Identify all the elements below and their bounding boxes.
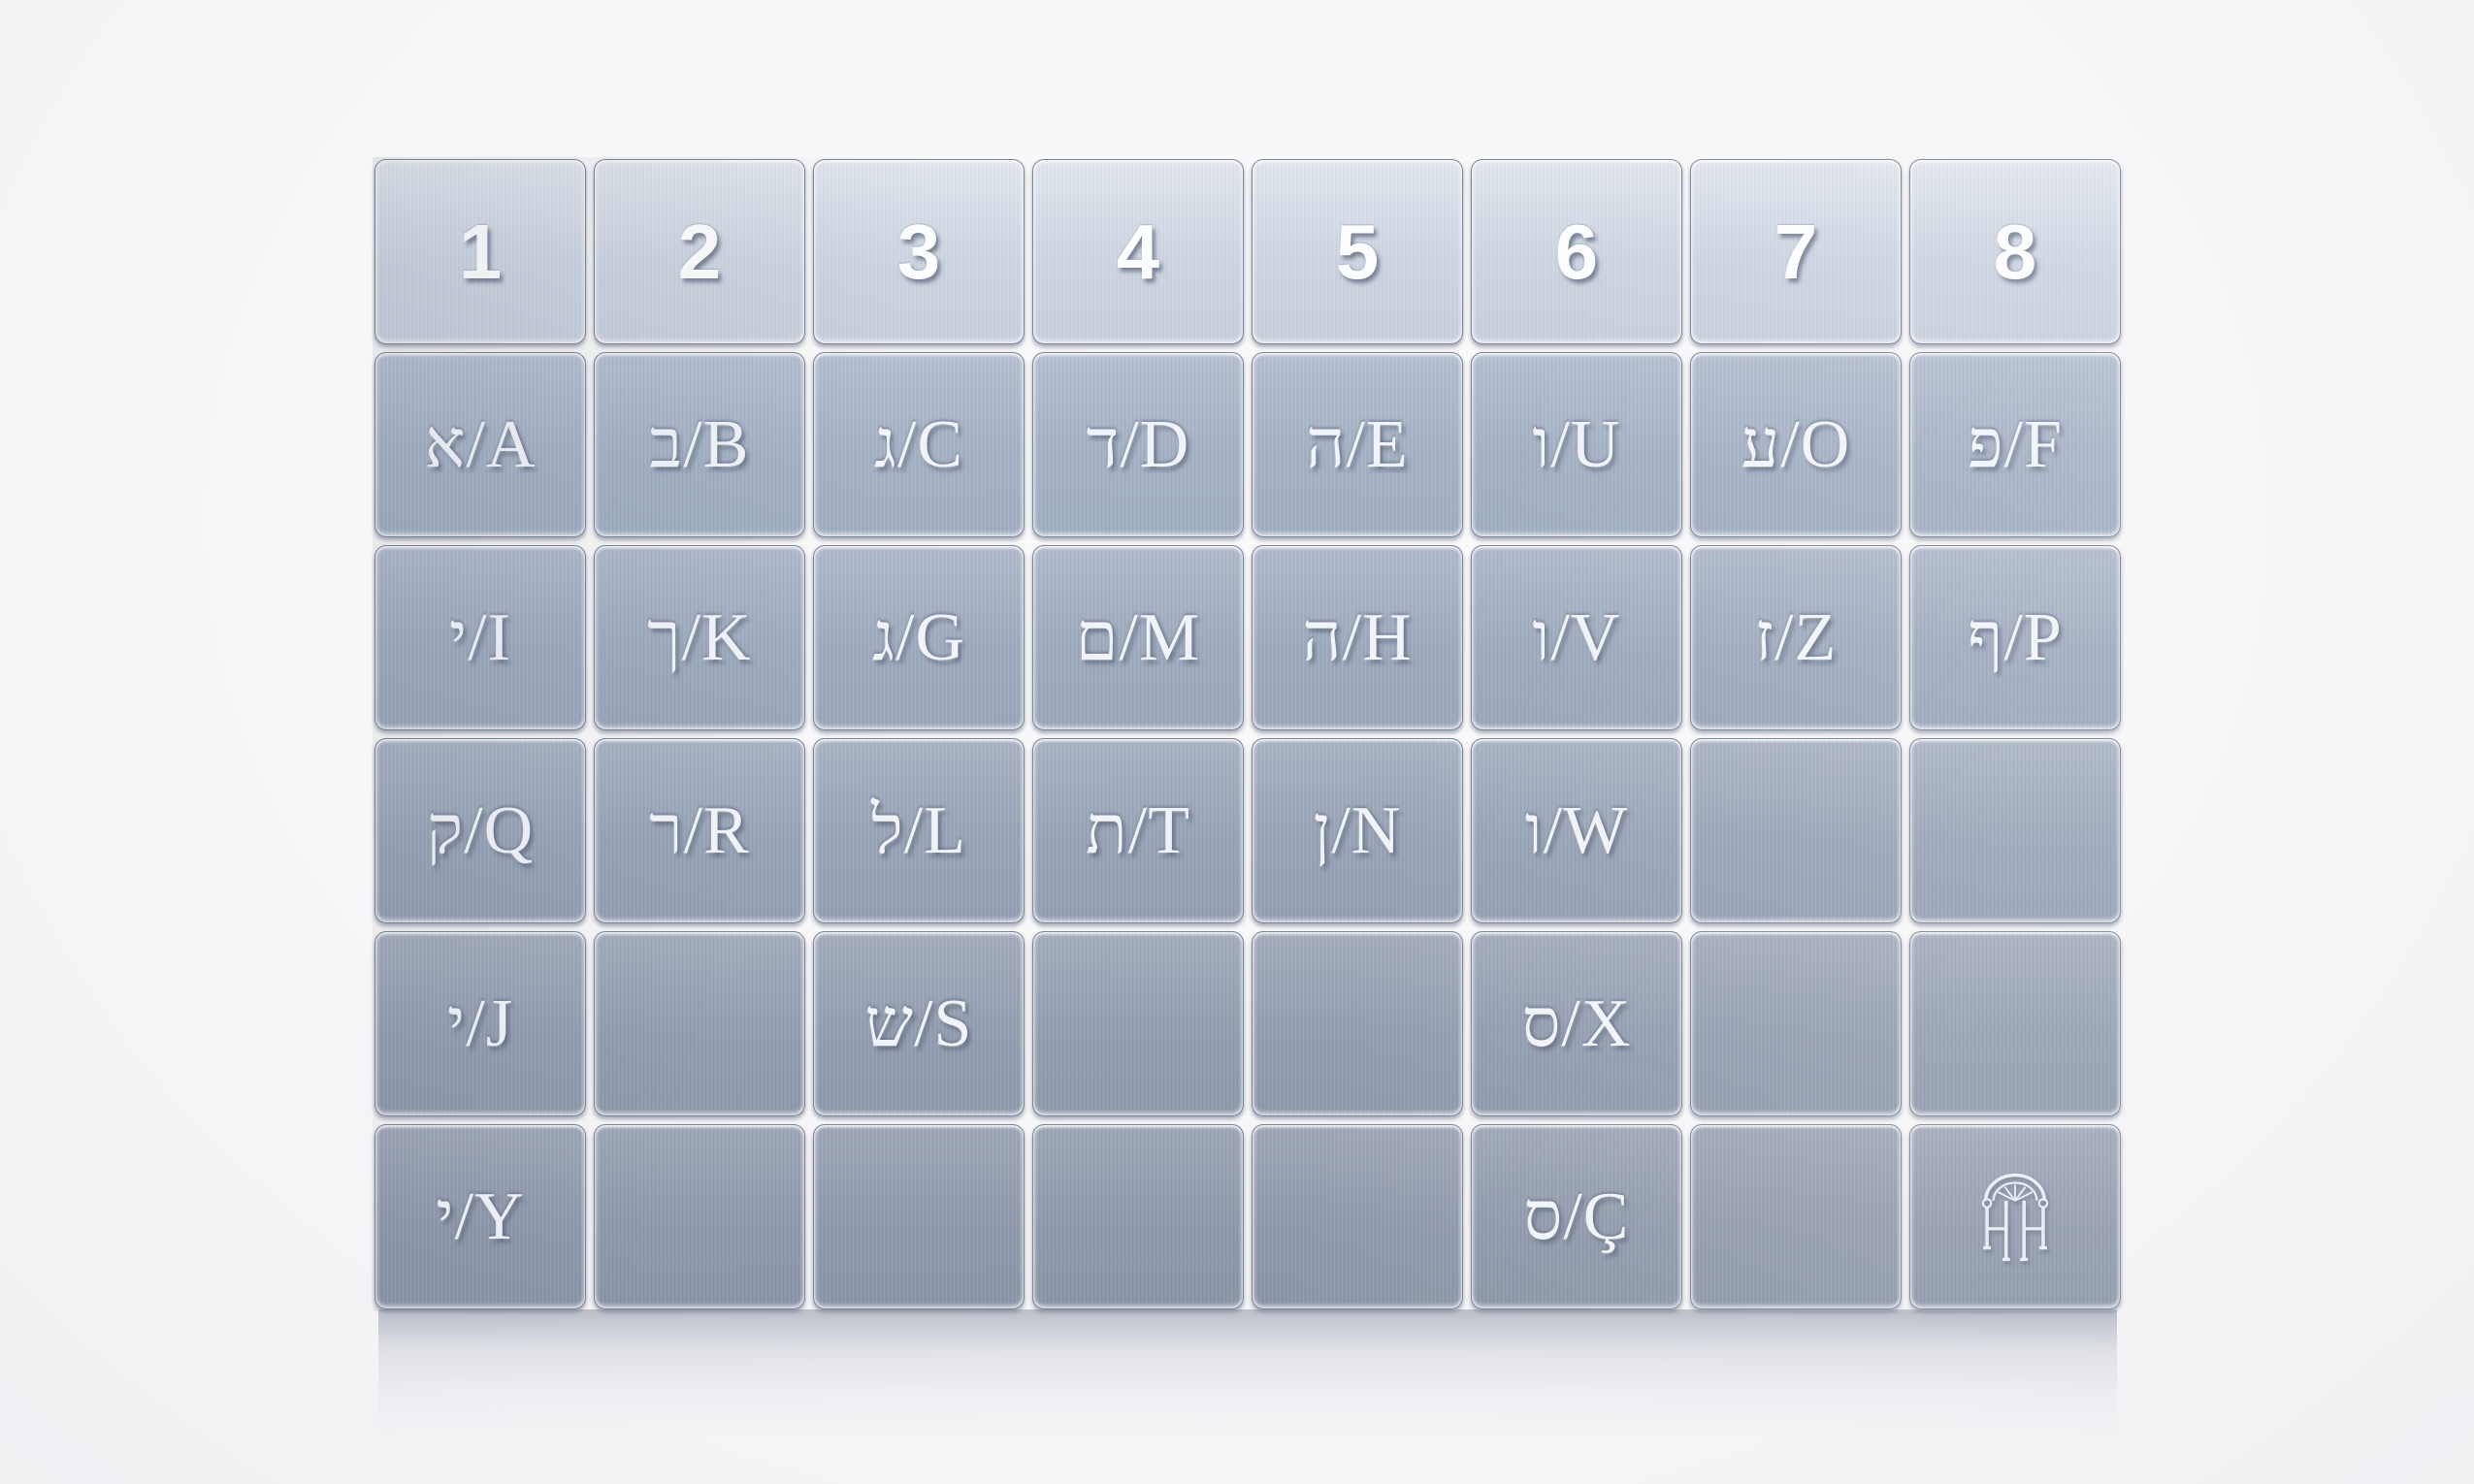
tile-empty [1032,1124,1244,1309]
header-tile-4: 4 [1032,159,1244,344]
tile-vav-w: ו/W [1471,738,1682,923]
tile-label: ס/X [1521,985,1632,1061]
tile-label: ו/W [1524,792,1629,868]
column-number: 8 [1993,208,2037,295]
tile-zayin-z: ז/Z [1690,545,1902,730]
tile-empty [1909,738,2121,923]
tile-label: ו/U [1532,406,1621,482]
column-number: 2 [677,208,722,295]
tile-label: ו/V [1532,599,1621,675]
tile-label: ע/O [1741,406,1851,482]
tile-empty [1690,931,1902,1116]
tile-shin-s: ש/S [813,931,1025,1116]
tile-bet-b: ב/B [594,352,805,537]
tile-label: י/I [448,599,512,675]
tile-label: ר/R [649,792,750,868]
tile-pe-sofit-p: ף/P [1909,545,2121,730]
tile-yod-y: י/Y [374,1124,586,1309]
tile-label: ה/H [1302,599,1413,675]
column-number: 1 [458,208,503,295]
tile-gimel-g: ג/G [813,545,1025,730]
tile-logo [1909,1124,2121,1309]
column-number: 5 [1335,208,1380,295]
transliteration-key-board: 1 2 3 4 5 6 7 8 א/A ב/B ג/C ד/D ה/E ו/U … [373,157,2123,1455]
tile-kaf-sofit-k: ך/K [594,545,805,730]
tile-alef-a: א/A [374,352,586,537]
tile-label: ג/C [873,406,964,482]
tile-label: א/A [424,406,537,482]
column-number: 4 [1116,208,1160,295]
tile-vav-u: ו/U [1471,352,1682,537]
tile-label: ס/Ç [1523,1178,1630,1254]
tile-empty [1252,931,1463,1116]
tile-label: ל/L [871,792,966,868]
tile-empty [594,931,805,1116]
tile-label: פ/F [1967,406,2064,482]
header-tile-5: 5 [1252,159,1463,344]
tile-label: ף/P [1968,599,2063,675]
header-tile-7: 7 [1690,159,1902,344]
tile-samekh-x: ס/X [1471,931,1682,1116]
tile-mem-sofit-m: ם/M [1032,545,1244,730]
tile-label: ז/Z [1754,599,1838,675]
tile-empty [813,1124,1025,1309]
tile-gimel-c: ג/C [813,352,1025,537]
tile-dalet-d: ד/D [1032,352,1244,537]
tile-resh-r: ר/R [594,738,805,923]
tile-yod-j: י/J [374,931,586,1116]
tile-samekh-c-cedilla: ס/Ç [1471,1124,1682,1309]
tile-empty [1252,1124,1463,1309]
column-number: 6 [1554,208,1599,295]
header-tile-3: 3 [813,159,1025,344]
tile-label: ד/D [1086,406,1190,482]
tile-label: ן/N [1313,792,1402,868]
tile-empty [1690,738,1902,923]
arch-monogram-icon [1981,1173,2049,1261]
tile-label: ה/E [1306,406,1409,482]
tile-yod-i: י/I [374,545,586,730]
tile-ayin-o: ע/O [1690,352,1902,537]
tile-he-h: ה/H [1252,545,1463,730]
column-number: 7 [1774,208,1818,295]
tile-qof-q: ק/Q [374,738,586,923]
column-number: 3 [896,208,941,295]
tile-he-e: ה/E [1252,352,1463,537]
header-tile-6: 6 [1471,159,1682,344]
tile-tav-t: ת/T [1032,738,1244,923]
tile-vav-v: ו/V [1471,545,1682,730]
tile-nun-sofit-n: ן/N [1252,738,1463,923]
header-tile-2: 2 [594,159,805,344]
header-tile-8: 8 [1909,159,2121,344]
tile-label: ך/K [647,599,752,675]
tile-label: ג/G [871,599,966,675]
tile-empty [594,1124,805,1309]
tile-pe-f: פ/F [1909,352,2121,537]
tile-empty [1909,931,2121,1116]
tile-label: ש/S [864,985,973,1061]
header-tile-1: 1 [374,159,586,344]
tile-lamed-l: ל/L [813,738,1025,923]
tile-empty [1690,1124,1902,1309]
tile-label: ת/T [1086,792,1190,868]
tile-label: ם/M [1075,599,1201,675]
tile-label: י/J [446,985,514,1061]
tile-label: י/Y [436,1178,525,1254]
tile-empty [1032,931,1244,1116]
tile-label: ק/Q [426,792,535,868]
tile-label: ב/B [649,406,750,482]
